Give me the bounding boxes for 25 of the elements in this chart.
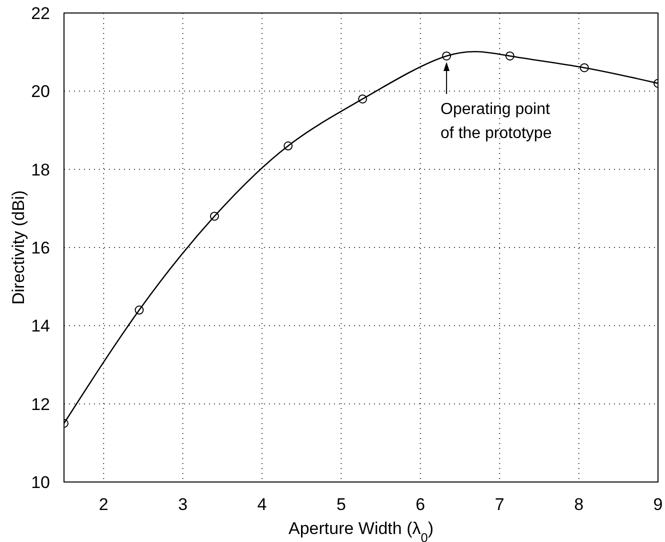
x-tick-label: 2 [98,495,108,514]
x-tick-label: 9 [653,495,663,514]
x-tick-label: 6 [416,495,426,514]
point [580,63,589,72]
y-tick-label: 16 [31,238,50,258]
point [358,94,368,104]
x-tick-label: 7 [494,495,504,514]
x-axis-title: Aperture Width (λ$_{0}$) [288,519,434,542]
y-tick-label: 10 [31,473,50,492]
y-tick-label: 14 [31,316,50,336]
point [134,306,144,315]
x-tick-label: 4 [257,495,267,514]
point [210,212,219,221]
y-axis-title: Directivity (dBi) [8,190,28,305]
point [284,141,293,150]
y-tick-label: 22 [31,4,50,24]
y-tick-label: 12 [31,394,50,414]
annotation: Operating point of the prototype [440,100,552,142]
x-tick-label: 5 [336,495,346,514]
x-tick-label: 8 [574,495,584,514]
point [505,51,514,60]
point [442,51,452,60]
x-tick-label: 3 [178,495,188,514]
y-tick-label: 20 [31,82,50,102]
y-tick-label: 18 [31,160,50,180]
